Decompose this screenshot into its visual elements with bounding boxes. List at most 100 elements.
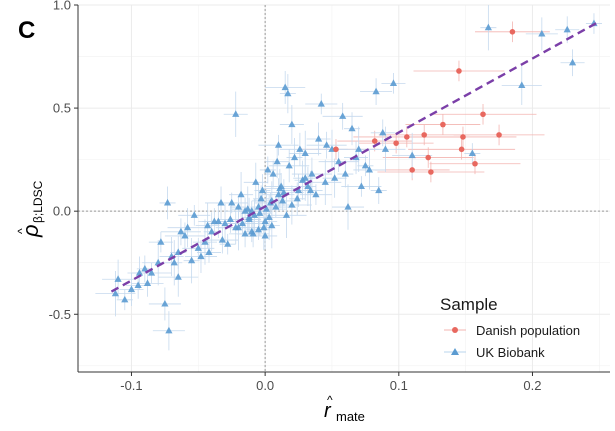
danish-point — [480, 111, 486, 118]
ukb-point — [157, 238, 165, 245]
y-tick-label: 0.5 — [53, 101, 71, 116]
ukb-point — [249, 229, 257, 237]
legend-title: Sample — [440, 295, 498, 314]
ukb-point — [121, 295, 129, 303]
ukb-point — [278, 196, 287, 204]
ukb-point — [143, 279, 152, 286]
ukb-point — [184, 223, 192, 231]
legend-ukb-label: UK Biobank — [476, 345, 545, 360]
grid-lines — [78, 4, 610, 372]
ukb-point — [288, 120, 296, 128]
legend-danish-marker — [452, 327, 458, 333]
ukb-point — [538, 29, 546, 37]
ukb-point — [301, 149, 309, 157]
ukb-point — [174, 273, 182, 280]
ukb-point — [274, 190, 283, 198]
ukb-point — [161, 299, 169, 307]
ukb-point — [114, 275, 122, 282]
danish-point — [333, 146, 339, 153]
panel-label: C — [18, 17, 35, 44]
ukb-point — [284, 89, 292, 97]
ukb-point — [261, 231, 269, 239]
ukb-point — [238, 219, 247, 227]
ukb-point — [379, 128, 387, 136]
ukb-point — [288, 200, 296, 208]
ukb-point — [484, 23, 492, 31]
legend-danish-label: Danish population — [476, 323, 580, 338]
reference-lines — [78, 5, 610, 372]
ukb-point — [348, 124, 356, 132]
ukb-point — [290, 153, 299, 161]
ukb-point — [408, 151, 416, 159]
ukb-point — [301, 174, 309, 181]
ukb-point — [276, 184, 284, 192]
ukb-point — [194, 244, 202, 251]
ukb-point — [339, 112, 347, 119]
danish-point — [456, 68, 462, 74]
y-tick-label: 1.0 — [53, 0, 71, 13]
ukb-point — [285, 161, 293, 169]
ukb-point — [224, 240, 232, 247]
ukb-point — [218, 236, 226, 243]
ukb-point — [241, 229, 249, 237]
legend: Sample Danish population UK Biobank — [440, 295, 580, 360]
ukb-point — [221, 219, 229, 227]
danish-point — [409, 167, 415, 173]
ukb-point — [135, 269, 144, 276]
ukb-point — [344, 203, 352, 210]
ukb-point — [375, 186, 383, 194]
danish-point — [460, 134, 466, 140]
danish-point — [371, 138, 378, 144]
ukb-point — [563, 25, 571, 33]
fit-line — [110, 20, 600, 293]
danish-point — [472, 160, 478, 167]
ukb-point — [265, 213, 273, 220]
x-tick-label: 0.2 — [523, 378, 541, 393]
x-axis-label-main: r — [324, 400, 332, 422]
x-tick-label: 0.1 — [390, 378, 408, 393]
ukb-point — [237, 190, 245, 198]
ukb-point — [141, 264, 149, 272]
ukb-point — [188, 256, 196, 264]
y-tick-label: -0.5 — [49, 307, 71, 322]
data-points — [111, 19, 598, 334]
ukb-point — [308, 170, 316, 177]
ukb-point — [177, 227, 185, 235]
ukb-point — [568, 58, 577, 66]
ukb-point — [147, 269, 156, 276]
danish-point — [393, 140, 399, 146]
danish-point — [496, 132, 502, 138]
ukb-point — [165, 326, 173, 334]
ukb-point — [269, 170, 277, 177]
ukb-point — [258, 186, 267, 194]
ukb-point — [315, 135, 323, 142]
ukb-point — [282, 211, 291, 218]
ukb-point — [331, 174, 339, 181]
ukb-point — [273, 157, 281, 165]
ukb-point — [357, 182, 365, 190]
ukb-point — [201, 238, 209, 245]
legend-ukb-marker — [451, 348, 459, 355]
ukb-point — [232, 110, 240, 117]
ukb-point — [296, 145, 304, 152]
ukb-point — [181, 231, 189, 239]
ukb-point — [228, 198, 236, 206]
danish-point — [421, 132, 428, 138]
ukb-point — [261, 217, 269, 225]
ukb-point — [355, 145, 363, 152]
ukb-point — [197, 252, 205, 260]
x-axis-ticks: -0.1 0.0 0.1 0.2 — [120, 372, 542, 393]
ukb-point — [204, 221, 212, 229]
ukb-point — [260, 223, 268, 231]
ukb-point — [268, 221, 276, 229]
ukb-point — [210, 217, 218, 225]
ukb-point — [127, 285, 136, 293]
danish-point — [428, 169, 434, 175]
ukb-point — [250, 211, 259, 218]
ukb-point — [254, 225, 263, 233]
x-tick-label: -0.1 — [120, 378, 142, 393]
ukb-point — [252, 178, 260, 185]
ukb-point — [234, 203, 243, 210]
ukb-point — [335, 157, 343, 165]
ukb-point — [163, 198, 172, 206]
